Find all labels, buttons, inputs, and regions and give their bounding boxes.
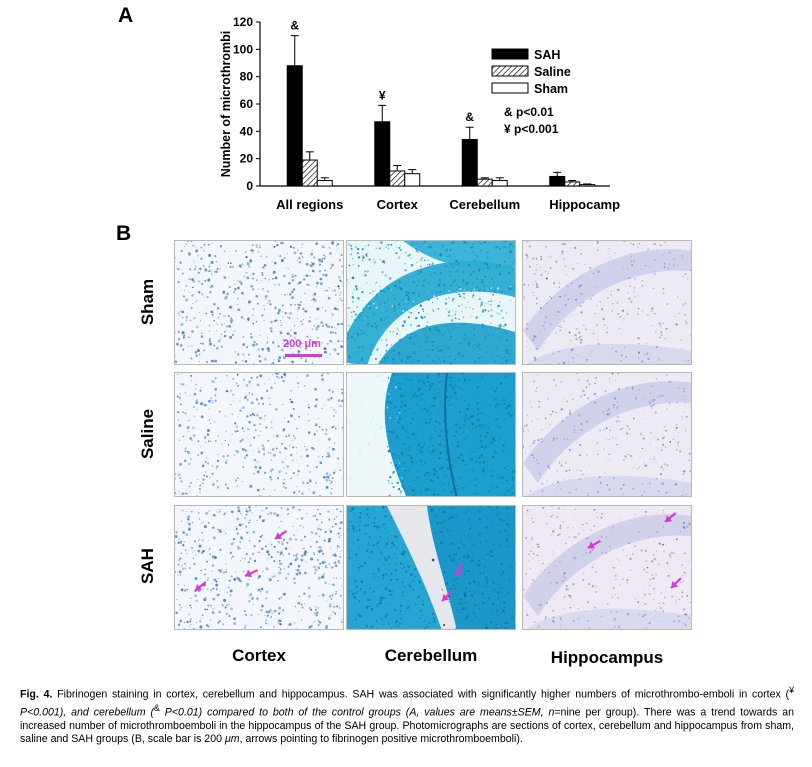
figure-caption: Fig. 4. Fibrinogen staining in cortex, c…: [20, 684, 794, 747]
scale-bar: [285, 354, 322, 357]
micrograph-sah-hippocampus: [522, 505, 692, 630]
significance-mark: &: [290, 19, 299, 33]
y-tick-label: 80: [240, 70, 254, 84]
caption-mark-1: ¥: [789, 685, 795, 695]
y-tick-label: 20: [240, 152, 254, 166]
category-label: Hippocampus: [549, 197, 620, 212]
category-label: All regions: [276, 197, 343, 212]
micrograph-sham-cortex: [174, 240, 344, 365]
bar-sah: [549, 175, 566, 187]
caption-mu: μm: [224, 733, 240, 746]
col-label-cortex: Cortex: [232, 646, 286, 665]
y-tick-label: 60: [240, 97, 254, 111]
legend-swatch: [491, 65, 529, 77]
caption-p-1: P<0.001), and cerebellum (: [20, 706, 154, 719]
micrograph-sah-cerebellum: [346, 505, 516, 630]
category-label: Cortex: [377, 197, 419, 212]
row-label-sham: Sham: [138, 278, 157, 326]
bar-sah: [461, 139, 478, 187]
micrograph-saline-cerebellum: [346, 372, 516, 497]
caption-text-1: Fibrinogen staining in cortex, cerebellu…: [57, 688, 790, 701]
y-axis-label: Number of microthrombi: [219, 31, 233, 178]
y-tick-label: 120: [233, 15, 253, 29]
caption-text-2: =nine per group). There was a trend towa…: [20, 706, 794, 746]
micrograph-sham-cerebellum: [346, 240, 516, 365]
bar-sham: [491, 180, 508, 187]
y-tick-label: 0: [246, 179, 253, 193]
micrograph-sham-hippocampus: [522, 240, 692, 365]
legend-swatch: [491, 82, 529, 94]
legend-swatch: [491, 48, 529, 60]
micrograph-saline-cortex: [174, 372, 344, 497]
legend-note: & p<0.01: [504, 105, 554, 119]
row-label-sah: SAH: [138, 548, 157, 584]
significance-mark: ¥: [379, 88, 386, 102]
caption-label: Fig. 4.: [20, 688, 53, 701]
bar-saline: [301, 159, 318, 187]
bar-sham: [404, 173, 421, 187]
bar-sah: [374, 121, 391, 187]
caption-mark-2: &: [154, 702, 160, 713]
caption-n: n: [548, 706, 555, 719]
y-tick-label: 40: [240, 124, 254, 138]
caption-text-3: , arrows pointing to fibrinogen positive…: [239, 733, 523, 746]
micrograph-saline-hippocampus: [522, 372, 692, 497]
y-tick-label: 100: [233, 42, 253, 56]
bar-sah: [286, 65, 303, 187]
panel-b-label: B: [116, 222, 132, 245]
bar-sham: [579, 184, 596, 187]
bar-sham: [316, 180, 333, 187]
col-label-cerebellum: Cerebellum: [384, 646, 478, 665]
col-label-hippocampus: Hippocampus: [550, 648, 664, 667]
bar-saline: [476, 178, 493, 187]
scale-bar-label: 200 μm: [283, 338, 321, 350]
legend-entry: Sham: [534, 82, 568, 96]
category-label: Cerebellum: [449, 197, 520, 212]
significance-mark: &: [465, 110, 474, 124]
legend-entry: Saline: [534, 65, 571, 79]
bar-saline: [389, 170, 406, 187]
bar-saline: [564, 181, 581, 187]
micrograph-sah-cortex: [174, 505, 344, 630]
legend-note: ¥ p<0.001: [504, 122, 559, 136]
legend-entry: SAH: [534, 48, 560, 62]
panel-a-label: A: [118, 4, 134, 27]
caption-p-2: P<0.01) compared to both of the control …: [159, 706, 549, 719]
row-label-saline: Saline: [138, 408, 157, 460]
